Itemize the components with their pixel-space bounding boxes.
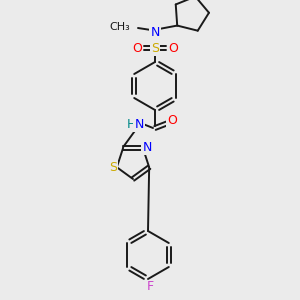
Text: O: O bbox=[132, 41, 142, 55]
Text: O: O bbox=[167, 115, 177, 128]
Text: F: F bbox=[146, 280, 154, 292]
Text: S: S bbox=[109, 161, 117, 174]
Text: O: O bbox=[168, 41, 178, 55]
Text: N: N bbox=[134, 118, 144, 130]
Text: CH₃: CH₃ bbox=[109, 22, 130, 32]
Text: H: H bbox=[126, 118, 136, 130]
Text: N: N bbox=[142, 141, 152, 154]
Text: S: S bbox=[151, 41, 159, 55]
Text: N: N bbox=[150, 26, 160, 38]
